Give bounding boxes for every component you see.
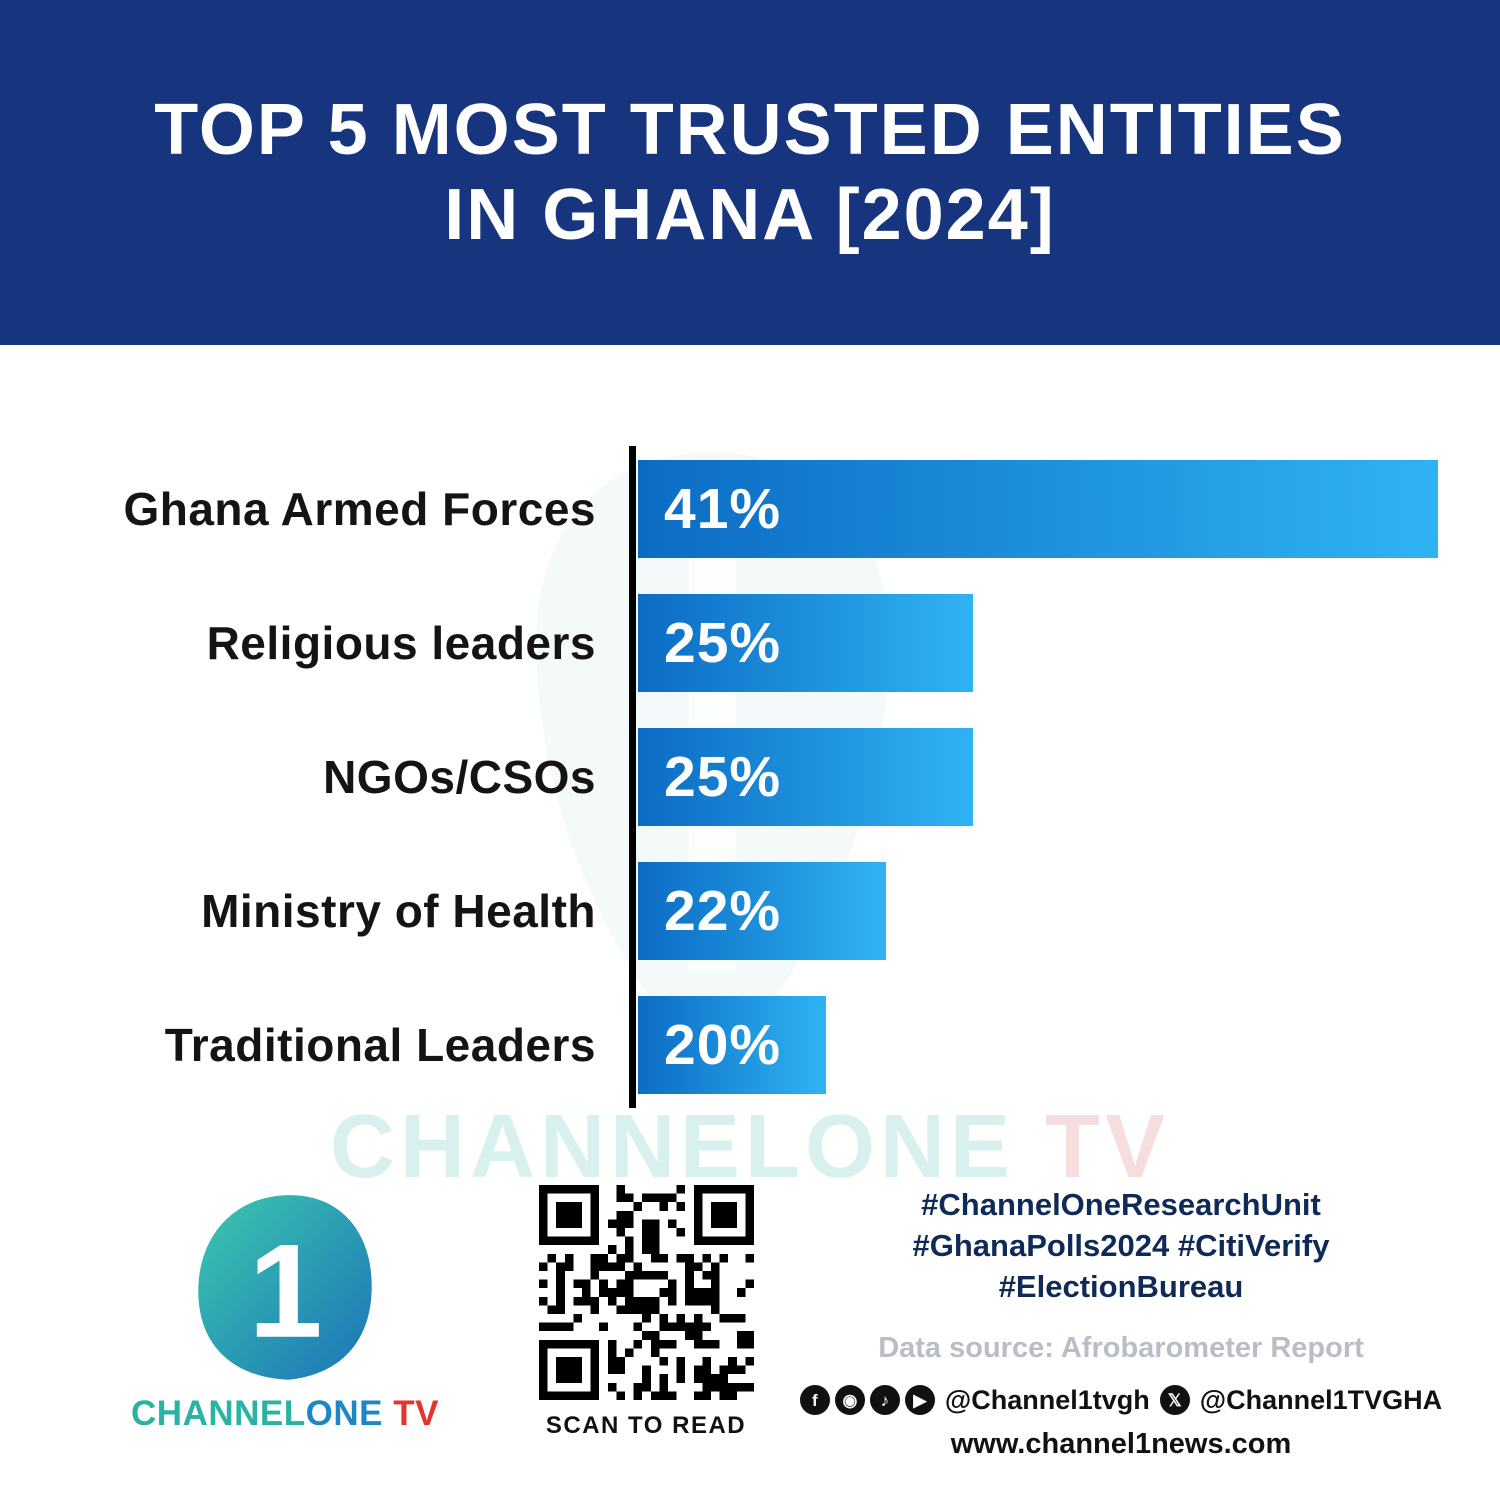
qr-code: [538, 1185, 754, 1400]
chart-axis-line: [629, 446, 636, 1108]
instagram-icon: ◉: [834, 1385, 865, 1416]
footer: 1 CHANNELONE TV SCAN TO READ #ChannelOne…: [0, 1185, 1500, 1461]
chart-row: Traditional Leaders 20%: [0, 996, 1500, 1094]
social-row: f ◉ ♪ ▶ @Channel1tvgh 𝕏 @Channel1TVGHA: [797, 1385, 1445, 1416]
category-label: Religious leaders: [206, 617, 596, 669]
chart-row: Ghana Armed Forces 41%: [0, 460, 1500, 558]
social-icon-group: f ◉ ♪ ▶: [799, 1385, 935, 1416]
bar-value-label: 25%: [664, 745, 782, 809]
facebook-icon: f: [799, 1385, 830, 1416]
page-title-line2: IN GHANA [2024]: [444, 174, 1056, 255]
x-icon: 𝕏: [1159, 1385, 1190, 1416]
social-handle-primary: @Channel1tvgh: [944, 1384, 1150, 1415]
tiktok-icon: ♪: [869, 1385, 900, 1416]
header-banner: TOP 5 MOST TRUSTED ENTITIES IN GHANA [20…: [0, 0, 1500, 345]
logo-text-tv: TV: [383, 1394, 439, 1433]
category-label: Ministry of Health: [201, 885, 596, 937]
bar-value-label: 25%: [664, 611, 782, 675]
youtube-icon: ▶: [904, 1385, 935, 1416]
data-source-text: Data source: Afrobarometer Report: [878, 1331, 1364, 1364]
bar-value-label: 20%: [664, 1013, 782, 1077]
chart-row: Ministry of Health 22%: [0, 862, 1500, 960]
hashtag-line: #ElectionBureau: [998, 1268, 1244, 1304]
channel-one-logo-text: CHANNELONE TV: [131, 1394, 439, 1434]
page-title-line1: TOP 5 MOST TRUSTED ENTITIES: [154, 89, 1346, 170]
category-label: Ghana Armed Forces: [123, 483, 596, 535]
website-url: www.channel1news.com: [950, 1427, 1292, 1460]
bar: 25%: [638, 594, 973, 692]
footer-info: #ChannelOneResearchUnit #GhanaPolls2024 …: [797, 1185, 1445, 1461]
category-label: Traditional Leaders: [164, 1019, 596, 1071]
bar-value-label: 22%: [664, 879, 782, 943]
hashtag-line: #GhanaPolls2024 #CitiVerify: [912, 1227, 1330, 1263]
logo-text-channel: CHANNEL: [131, 1394, 306, 1433]
channel-one-logo: 1 CHANNELONE TV: [90, 1185, 480, 1434]
category-label: NGOs/CSOs: [323, 751, 596, 803]
bar: 41%: [638, 460, 1438, 558]
bar: 22%: [638, 862, 886, 960]
brand-watermark: CHANNELONE TV: [0, 1096, 1500, 1199]
chart-row: Religious leaders 25%: [0, 594, 1500, 692]
brand-watermark-main: CHANNELONE: [329, 1097, 1015, 1197]
qr-caption: SCAN TO READ: [545, 1412, 747, 1439]
bar-value-label: 41%: [664, 477, 782, 541]
logo-one-glyph: 1: [248, 1217, 322, 1366]
bar: 20%: [638, 996, 826, 1094]
brand-watermark-tv: TV: [1015, 1097, 1171, 1197]
chart-row: NGOs/CSOs 25%: [0, 728, 1500, 826]
bar-chart: Ghana Armed Forces 41% Religious leaders…: [0, 446, 1500, 1108]
social-handle-x: @Channel1TVGHA: [1199, 1384, 1443, 1415]
bar: 25%: [638, 728, 973, 826]
logo-text-one: ONE: [305, 1394, 383, 1433]
channel-one-logo-icon: 1: [197, 1195, 372, 1380]
qr-section: SCAN TO READ: [535, 1185, 757, 1440]
hashtag-line: #ChannelOneResearchUnit: [921, 1187, 1321, 1222]
